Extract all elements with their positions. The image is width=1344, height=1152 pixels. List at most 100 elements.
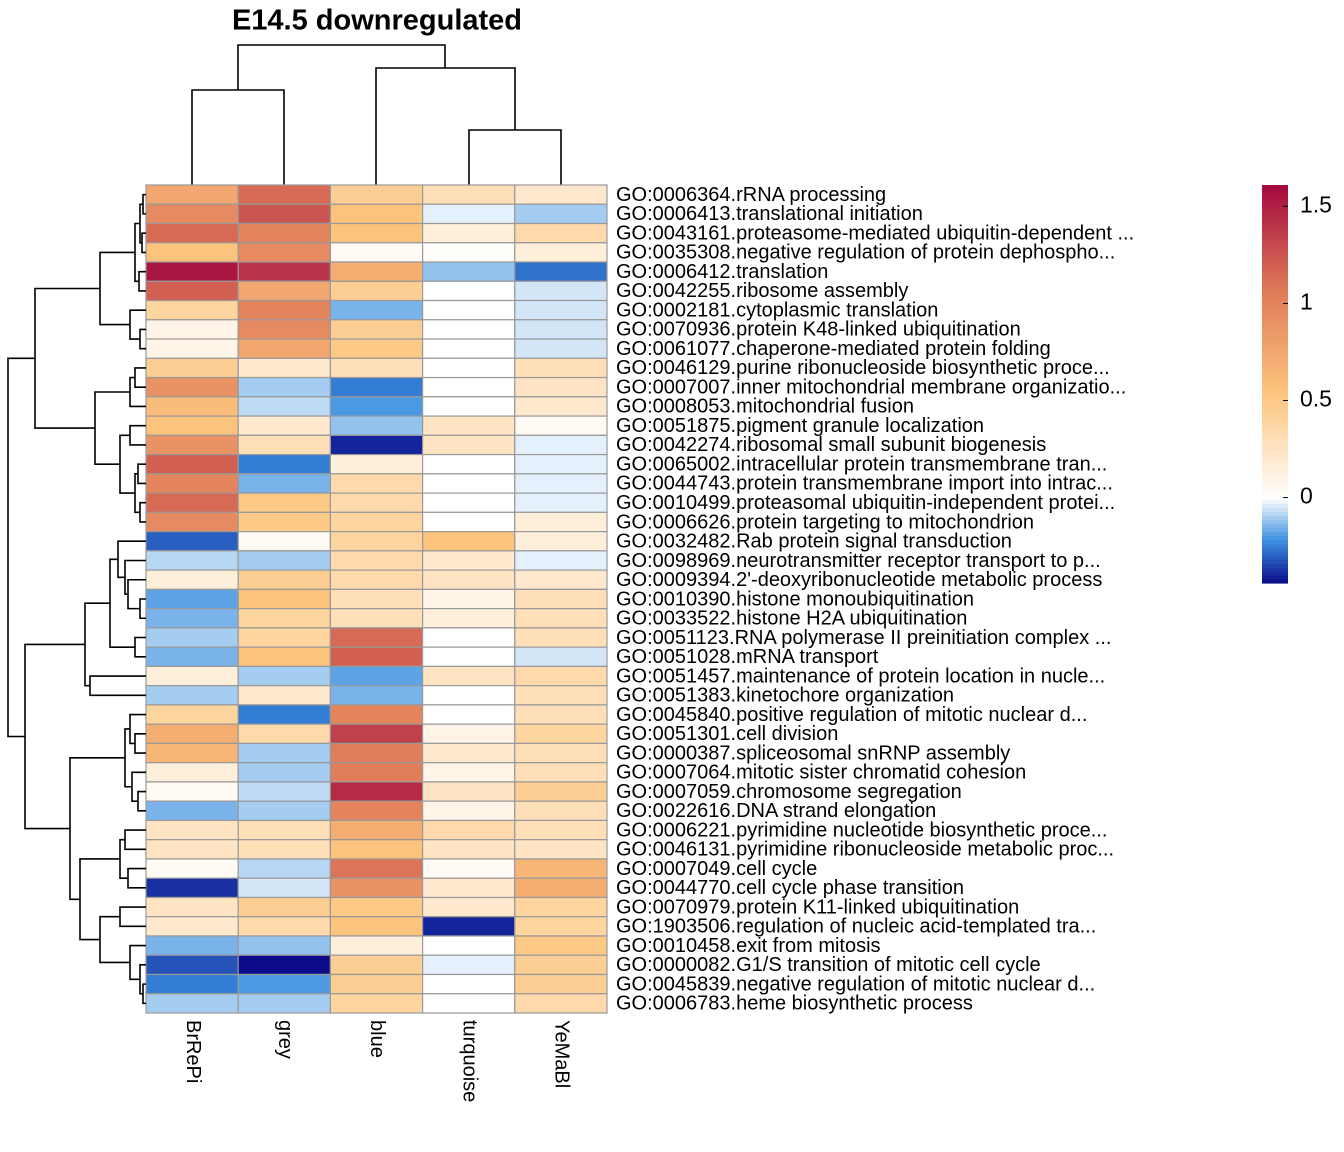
heatmap-cell (422, 819, 516, 841)
colorbar-segment (1262, 344, 1288, 349)
heatmap-cell (329, 299, 424, 321)
heatmap-cell (237, 954, 331, 976)
row-label: GO:0051301.cell division (616, 723, 838, 745)
colorbar-segment (1262, 360, 1288, 365)
heatmap-cell (329, 896, 424, 918)
heatmap-cell (422, 453, 516, 475)
colorbar-segment (1262, 547, 1288, 552)
heatmap-cell (329, 877, 424, 899)
heatmap-cell (514, 531, 608, 552)
heatmap-cell (514, 319, 608, 340)
heatmap-cell (422, 665, 516, 687)
row-label: GO:0043161.proteasome-mediated ubiquitin… (616, 222, 1134, 244)
row-label: GO:0006413.translational initiation (616, 203, 923, 225)
heatmap-cell (422, 184, 516, 205)
heatmap-cell (329, 839, 424, 860)
heatmap-cell (329, 569, 424, 590)
heatmap-cell (329, 973, 424, 995)
heatmap-cell (422, 261, 516, 282)
colorbar-segment (1262, 348, 1288, 353)
row-label: GO:0061077.chaperone-mediated protein fo… (616, 338, 1051, 360)
colorbar-segment (1262, 204, 1288, 210)
heatmap-cell (514, 665, 608, 687)
heatmap-cell (237, 588, 331, 610)
row-label: GO:0051028.mRNA transport (616, 646, 879, 668)
heatmap-cell (329, 396, 424, 417)
heatmap-cell (514, 511, 608, 533)
heatmap-cell (145, 453, 239, 475)
heatmap-cell (329, 357, 424, 379)
colorbar-segment (1262, 451, 1288, 457)
colorbar-segment (1262, 467, 1288, 473)
colorbar-segment (1262, 324, 1288, 329)
heatmap-cell (329, 203, 424, 225)
heatmap-cell (145, 415, 239, 436)
heatmap-cell (329, 531, 424, 552)
heatmap-cell (514, 396, 608, 417)
colorbar-segment (1262, 256, 1288, 262)
heatmap-cell (237, 800, 331, 822)
column-label: turquoise (458, 1020, 480, 1102)
heatmap-cell (514, 627, 608, 648)
heatmap-cell (329, 858, 424, 879)
colorbar-segment (1262, 248, 1288, 254)
heatmap-cell (237, 242, 331, 263)
colorbar-segment (1262, 332, 1288, 337)
colorbar-segment (1262, 463, 1288, 469)
heatmap-cell (422, 357, 516, 379)
colorbar-segment (1262, 252, 1288, 258)
row-label: GO:0044770.cell cycle phase transition (616, 877, 964, 899)
colorbar-segment (1262, 384, 1288, 389)
heatmap-cell (422, 896, 516, 918)
colorbar-segment (1262, 340, 1288, 345)
heatmap-cell (329, 473, 424, 494)
colorbar-segment (1262, 364, 1288, 369)
colorbar-segment (1262, 475, 1288, 481)
heatmap-cell (145, 299, 239, 321)
heatmap-cell (237, 184, 331, 205)
colorbar-segment (1262, 435, 1288, 441)
heatmap-cell (422, 531, 516, 552)
heatmap-cell (329, 415, 424, 436)
chart-title: E14.5 downregulated (232, 5, 522, 37)
colorbar-segment (1262, 403, 1288, 409)
heatmap-cell (329, 319, 424, 340)
colorbar-segment (1262, 487, 1288, 493)
heatmap-cell (145, 396, 239, 417)
row-label: GO:0002181.cytoplasmic translation (616, 299, 938, 321)
heatmap-cell (145, 742, 239, 764)
heatmap-cell (329, 935, 424, 956)
heatmap-cell (237, 376, 331, 398)
heatmap-cell (237, 896, 331, 918)
row-label: GO:0045839.negative regulation of mitoti… (616, 973, 1095, 995)
heatmap-cell (145, 222, 239, 244)
heatmap-cell (237, 723, 331, 745)
colorbar-segment (1262, 188, 1288, 194)
heatmap-cell (237, 742, 331, 764)
heatmap-cell (145, 376, 239, 398)
colorbar-segment (1262, 268, 1288, 274)
heatmap-cell (237, 492, 331, 513)
colorbar-segment (1262, 288, 1288, 294)
colorbar-segment (1262, 499, 1288, 504)
colorbar-segment (1262, 555, 1288, 560)
colorbar-segment (1262, 328, 1288, 333)
row-label: GO:0033522.histone H2A ubiquitination (616, 608, 967, 630)
colorbar-segment (1262, 368, 1288, 373)
heatmap-cell (514, 569, 608, 590)
heatmap-cell (422, 511, 516, 533)
colorbar-segment (1262, 196, 1288, 202)
colorbar-segment (1262, 220, 1288, 226)
heatmap-cell (237, 685, 331, 706)
heatmap-cell (145, 434, 239, 456)
row-label: GO:0042274.ribosomal small subunit bioge… (616, 434, 1046, 456)
heatmap-cell (145, 762, 239, 783)
row-label: GO:0006626.protein targeting to mitochon… (616, 511, 1034, 533)
colorbar-segment (1262, 272, 1288, 278)
colorbar-segment (1262, 284, 1288, 290)
colorbar-segment (1262, 443, 1288, 449)
heatmap-cell (422, 858, 516, 879)
heatmap-cell (329, 819, 424, 841)
heatmap-cell (145, 916, 239, 937)
colorbar-segment (1262, 240, 1288, 246)
